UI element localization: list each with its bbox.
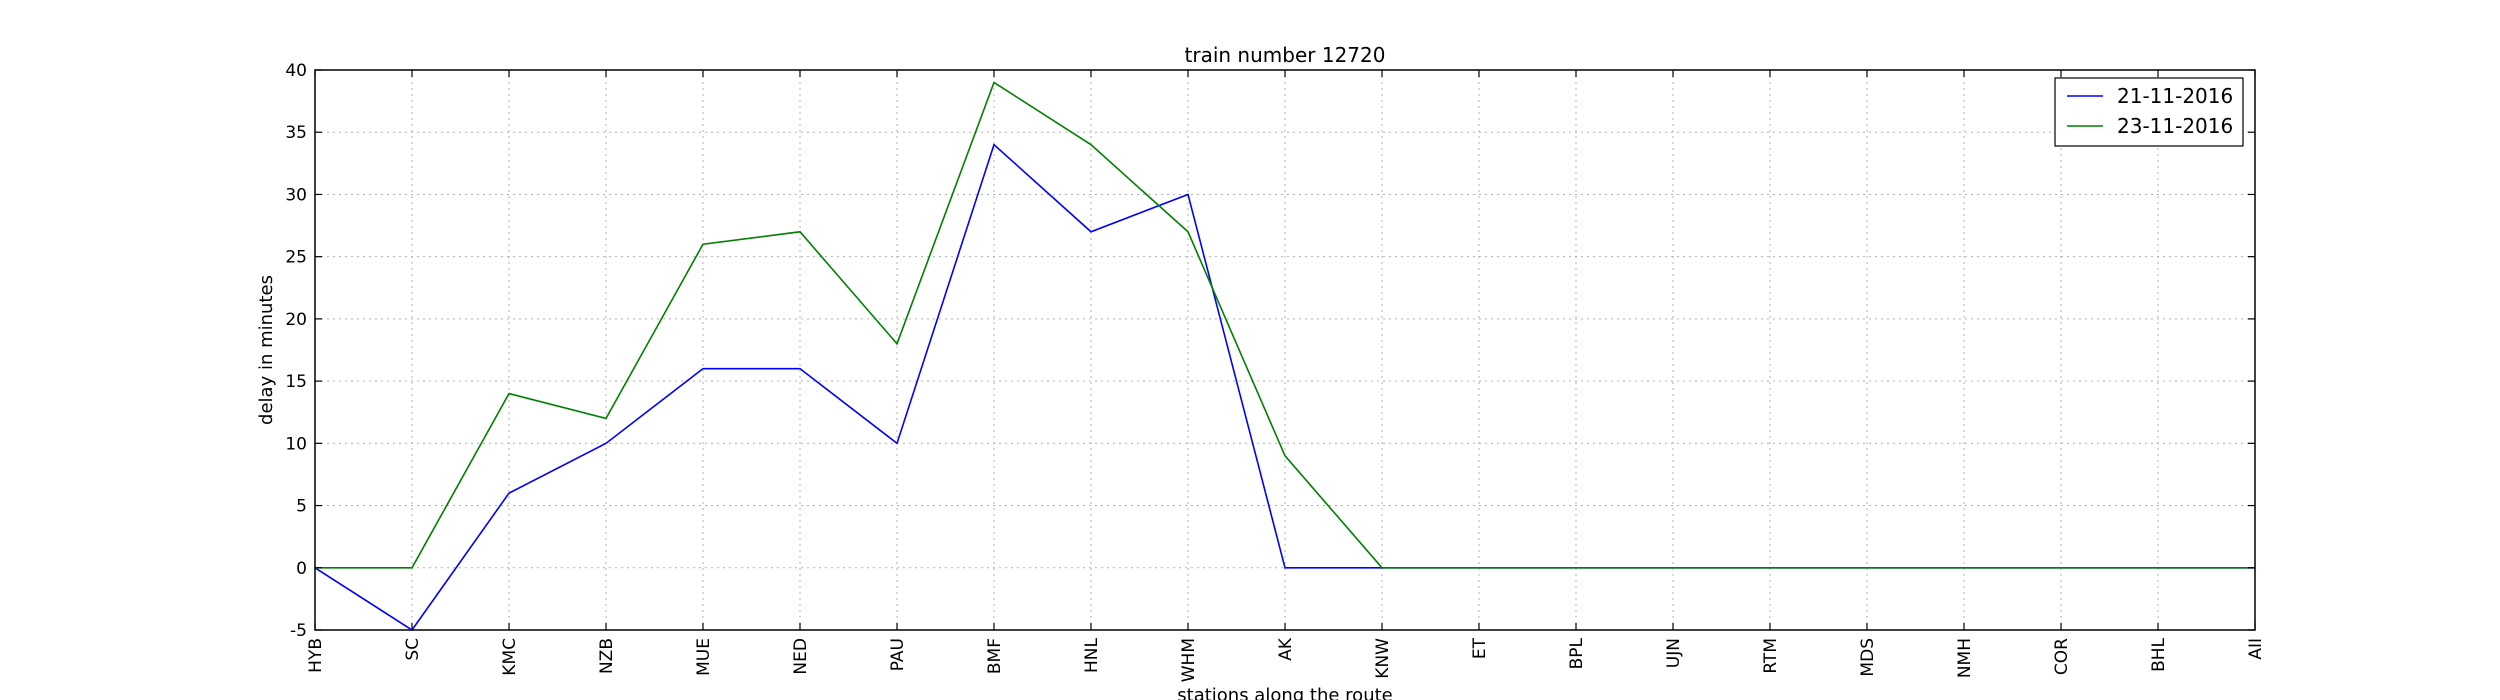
y-tick-label: 10 [285, 434, 307, 454]
y-axis-label: delay in minutes [256, 275, 277, 425]
y-tick-label: 5 [296, 497, 307, 517]
x-tick-label: BPL [1567, 637, 1587, 669]
x-tick-label: MDS [1858, 638, 1878, 677]
x-tick-label: AK [1276, 637, 1296, 661]
legend-label: 21-11-2016 [2117, 84, 2233, 108]
x-tick-label: WHM [1179, 638, 1199, 682]
chart-title: train number 12720 [1185, 43, 1386, 67]
y-tick-label: 35 [285, 123, 307, 143]
x-tick-label: COR [2052, 638, 2072, 675]
x-tick-label: NED [791, 638, 811, 675]
series-line-23-11-2016 [315, 81, 2255, 569]
x-tick-label: BMF [985, 638, 1005, 674]
x-tick-label: NZB [597, 638, 617, 674]
x-tick-label: RTM [1761, 638, 1781, 674]
y-tick-label: 20 [285, 310, 307, 330]
y-tick-label: 15 [285, 372, 307, 392]
y-tick-label: -5 [290, 621, 307, 641]
y-tick-label: 40 [285, 61, 307, 81]
x-tick-label: NMH [1955, 638, 1975, 678]
x-tick-label: MUE [694, 638, 714, 676]
x-tick-label: AII [2246, 638, 2266, 660]
y-tick-label: 0 [296, 559, 307, 579]
legend-box [2054, 77, 2244, 147]
x-tick-label: PAU [888, 638, 908, 671]
x-tick-label: HYB [306, 638, 326, 673]
grid-layer [315, 70, 2255, 630]
x-axis-label: stations along the route [1177, 685, 1392, 700]
ticks-layer: HYB SC KMC NZB MUE NED PAU BMF HNL WHM AK KNW ET BPL U… [285, 61, 2266, 682]
y-tick-label: 25 [285, 248, 307, 268]
x-tick-label: KNW [1373, 638, 1393, 679]
y-tick-label: 30 [285, 185, 307, 205]
legend-entries: 21-11-2016 23-11-2016 [2067, 84, 2233, 138]
x-tick-label: KMC [500, 638, 520, 676]
legend: 21-11-2016 23-11-2016 [2054, 77, 2244, 147]
x-tick-label: SC [403, 638, 423, 661]
legend-label: 23-11-2016 [2117, 114, 2233, 138]
x-tick-label: BHL [2149, 637, 2169, 671]
series-layer [314, 81, 2255, 632]
x-tick-label: HNL [1082, 637, 1102, 673]
x-tick-label: ET [1470, 637, 1490, 659]
x-tick-label: UJN [1664, 638, 1684, 668]
